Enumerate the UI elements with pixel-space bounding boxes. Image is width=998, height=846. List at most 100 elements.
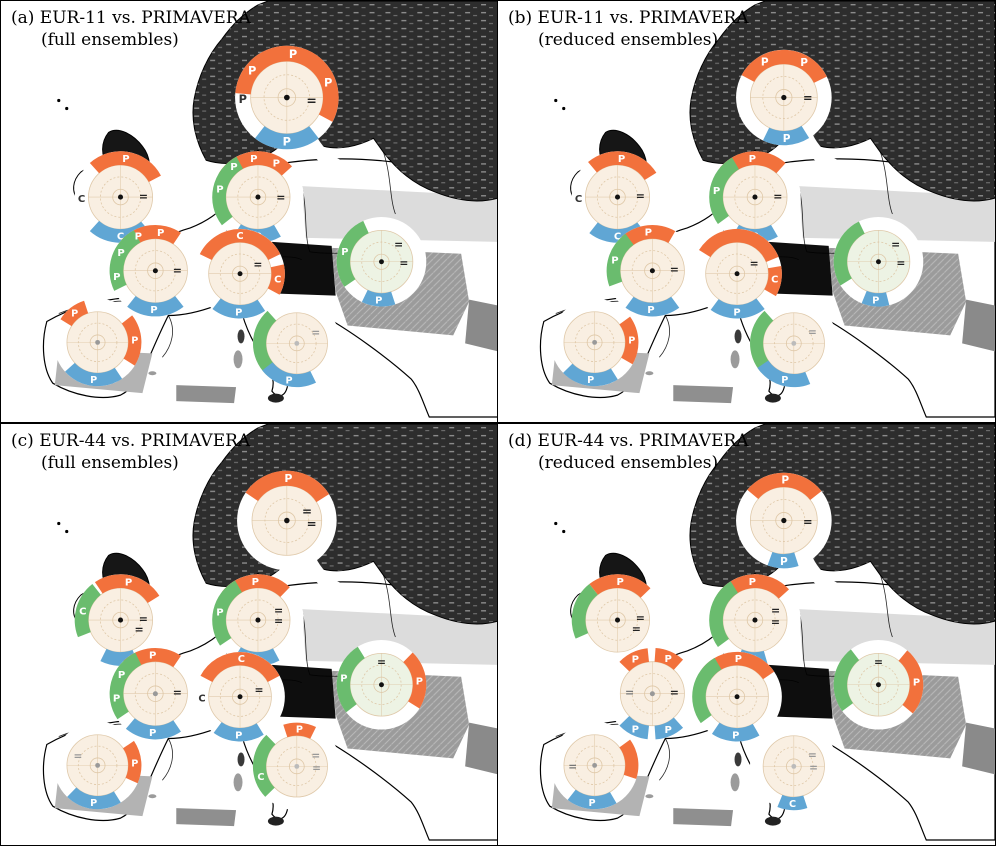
segment-label: = [399,256,408,269]
region-chart-mediterranean: C == [749,722,838,811]
center-dot [592,339,598,345]
segment-label: C [117,232,124,243]
region-chart-mid-europe: PPP== [212,574,304,666]
small-island [57,98,61,103]
ring-segment-orange [588,151,657,181]
panel-b-title-line1: (b) EUR-11 vs. PRIMAVERA [508,8,749,28]
segment-label: P [216,185,223,196]
region-chart-scandinavia: P P P = [736,49,832,146]
center-dot [255,617,261,623]
ring-segment-orange [60,300,89,327]
segment-label: P [800,57,808,69]
segment-label: = [803,515,813,529]
small-island [554,98,558,103]
center-dot [791,340,797,346]
segment-label: P [113,272,120,283]
ring-segment-blue [757,360,811,388]
small-island [562,106,566,111]
ring-segment-blue [777,794,808,811]
region-chart-eastern-europe: P = = [833,216,924,307]
center-dot [284,517,290,524]
segment-label: P [713,186,720,197]
ring-segment-orange [898,650,924,714]
segment-label: P [617,577,624,588]
region-shade-black [271,664,336,719]
segment-label: P [239,92,247,106]
segment-label: P [872,295,879,306]
ring-segment-green [336,646,365,713]
corsica [237,752,245,767]
segment-label: = [771,615,780,628]
center-dot [294,340,300,346]
center-dot [734,271,740,277]
corsica [734,752,742,767]
region-chart-iberian-peninsula: PP [550,298,639,387]
segment-label: = [274,615,283,628]
segment-label: P [732,730,739,741]
segment-label: P [665,654,672,665]
ring-segment-green [74,584,101,638]
segment-label: P [90,375,97,386]
small-island [554,521,558,526]
region-chart-france: P P P = [606,224,699,317]
region-chart-iberian-peninsula: P= [550,721,639,810]
center-dot [649,691,655,697]
ring-segment-blue [619,716,649,740]
region-shade-band [673,385,734,404]
segment-label: = [377,655,386,668]
segment-label: P [286,375,293,386]
sardinia [730,350,740,369]
center-dot [379,682,384,688]
region-shade-light [301,186,498,242]
sardinia [233,773,243,792]
ring-segment-blue [127,295,184,317]
segment-label: P [665,725,672,736]
sardinia [233,350,243,369]
center-dot [781,94,787,101]
segment-label: = [173,686,182,699]
segment-label: P [150,305,157,316]
segment-label: = [139,612,148,625]
ring-segment-blue [213,722,264,742]
small-island [65,106,69,111]
panel-a-title: (a) EUR-11 vs. PRIMAVERA (full ensembles… [11,7,251,51]
region-shade-band [673,808,734,827]
segment-label: P [913,678,920,689]
region-chart-mid-europe: P P == [709,574,801,666]
ring-segment-orange [654,648,684,670]
region-shade-turkey [962,722,995,775]
segment-label: C [614,232,621,243]
small-island [57,521,61,526]
segment-label: = [302,504,312,518]
segment-label: P [235,307,242,318]
ring-segment-orange [121,315,142,366]
segment-label: P [289,47,297,61]
ring-segment-green [252,734,276,797]
region-chart-alps: C P = [692,228,782,319]
center-dot [734,694,740,700]
ring-segment-orange [200,652,280,682]
region-shade-band [176,808,237,827]
segment-label: P [749,577,756,588]
ring-segment-blue [767,551,799,569]
segment-label: C [575,194,582,205]
region-chart-british-isles: P == [571,574,664,666]
segment-label: P [125,578,132,589]
ring-segment-orange [94,574,160,604]
center-dot [294,763,300,769]
segment-label: P [416,676,423,687]
region-chart-france: P P P P = [109,647,202,740]
segment-label: = [254,684,263,697]
segment-label: = [750,257,759,270]
segment-label: = [809,762,818,774]
segment-label: = [808,327,817,339]
region-chart-mediterranean: P= [749,299,838,388]
ring-segment-orange [741,49,827,83]
segment-label: P [647,305,654,316]
segment-label: P [340,674,347,685]
